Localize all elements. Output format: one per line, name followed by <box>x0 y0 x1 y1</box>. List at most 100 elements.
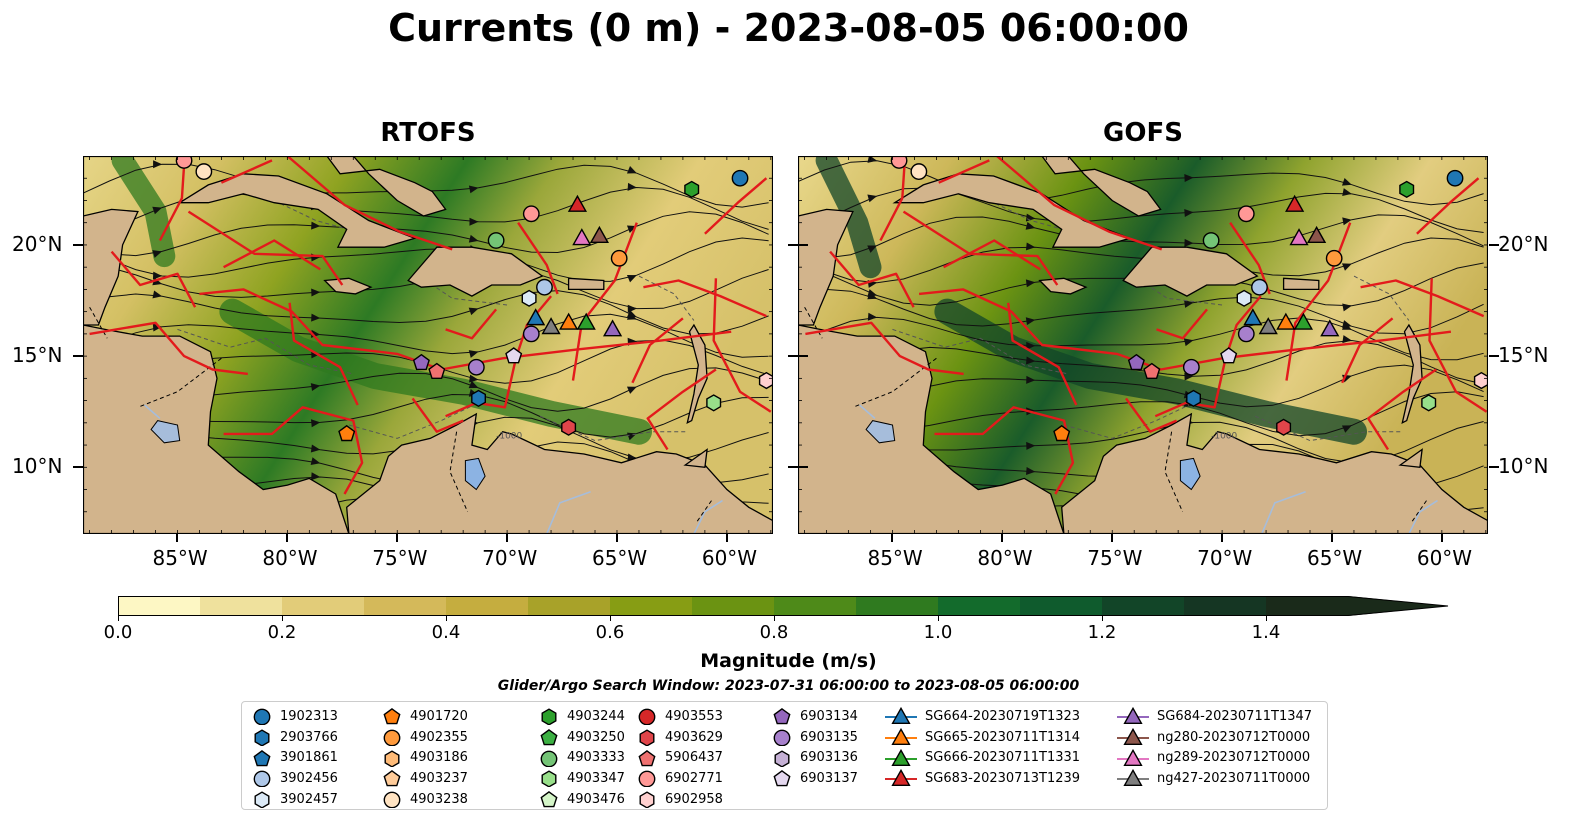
triangle-icon <box>1117 728 1149 746</box>
legend-column: 4903553 4903629 5906437 6902771 6902958 <box>637 706 723 809</box>
colorbar-segment <box>1266 596 1349 616</box>
observation-marker[interactable] <box>1143 362 1161 380</box>
land-south-america <box>1061 412 1488 534</box>
land-lesser-antilles <box>1401 323 1423 424</box>
observation-marker[interactable] <box>890 156 908 169</box>
lon-tick-label: 75°W <box>1087 546 1143 570</box>
observation-marker[interactable] <box>505 347 523 364</box>
observation-marker[interactable] <box>1307 225 1327 244</box>
track-boundary <box>1341 317 1394 384</box>
observation-marker[interactable] <box>1258 317 1278 335</box>
track-boundary <box>1360 279 1485 318</box>
observation-marker[interactable] <box>1243 308 1263 326</box>
legend-item-label: 5906437 <box>665 750 723 766</box>
lake-maracaibo <box>464 457 486 491</box>
land-cuba <box>177 173 417 248</box>
legend-item: 6903137 <box>772 768 858 789</box>
observation-marker[interactable] <box>1182 358 1200 376</box>
river <box>545 491 591 534</box>
observation-marker[interactable] <box>589 225 609 244</box>
legend-column: 4903244 4903250 4903333 4903347 4903476 <box>539 706 625 809</box>
observation-marker[interactable] <box>572 228 592 246</box>
streamline-arrow <box>1342 335 1352 344</box>
observation-marker[interactable] <box>487 232 505 249</box>
observation-marker[interactable] <box>412 353 430 371</box>
observation-marker[interactable] <box>428 362 446 380</box>
colorbar-segment <box>282 596 365 616</box>
observation-marker[interactable] <box>522 205 540 223</box>
observation-marker[interactable] <box>731 169 749 187</box>
lon-tick-label: 80°W <box>262 546 318 570</box>
streamline-arrow <box>626 386 637 394</box>
observation-marker[interactable] <box>758 371 773 390</box>
observation-marker[interactable] <box>522 325 540 343</box>
observation-marker[interactable] <box>1276 418 1292 436</box>
circle-icon <box>638 771 656 788</box>
streamline-arrow <box>1342 303 1352 312</box>
depth-contour <box>348 404 475 439</box>
panel-title-gofs: GOFS <box>1103 118 1183 148</box>
depth-contour <box>1063 404 1190 439</box>
observation-marker[interactable] <box>706 394 722 412</box>
observation-marker[interactable] <box>1293 312 1314 330</box>
hexagon-icon <box>541 708 557 726</box>
observation-marker[interactable] <box>1220 347 1238 364</box>
observation-marker[interactable] <box>536 278 553 296</box>
streamline-arrow <box>1026 375 1036 384</box>
observation-marker[interactable] <box>195 163 213 180</box>
observation-marker[interactable] <box>559 312 579 330</box>
lake-nicaragua <box>150 420 181 444</box>
map-panel-rtofs[interactable]: -1000 <box>83 156 773 534</box>
observation-marker[interactable] <box>541 317 561 335</box>
observation-marker[interactable] <box>1236 289 1252 307</box>
circle-icon <box>383 791 401 809</box>
observation-marker[interactable] <box>1285 194 1305 212</box>
colorbar-segment <box>774 596 857 616</box>
observation-marker[interactable] <box>1237 205 1255 223</box>
land-bahamas <box>326 156 447 217</box>
hexagon-icon <box>639 729 655 747</box>
colorbar-label: Magnitude (m/s) <box>700 650 877 672</box>
observation-marker[interactable] <box>1237 325 1255 343</box>
observation-marker[interactable] <box>1421 394 1437 412</box>
legend-column: 1902313 2903766 3901861 3902456 3902457 <box>252 706 338 809</box>
observation-marker[interactable] <box>1320 319 1340 337</box>
colorbar-segment <box>1020 596 1103 616</box>
legend-column: SG664-20230719T1323 SG665-20230711T1314 SG… <box>885 706 1080 789</box>
observation-marker[interactable] <box>338 424 356 442</box>
observation-marker[interactable] <box>1202 232 1220 249</box>
colorbar-segment <box>1184 596 1267 616</box>
land-trinidad <box>1398 448 1423 469</box>
observation-marker[interactable] <box>602 319 623 337</box>
colorbar-extend <box>1348 596 1448 616</box>
observation-marker[interactable] <box>561 418 577 436</box>
observation-marker[interactable] <box>1289 228 1309 246</box>
map-panel-gofs[interactable]: -1000 <box>798 156 1488 534</box>
observation-marker[interactable] <box>567 194 588 212</box>
observation-marker[interactable] <box>1186 389 1201 408</box>
streamline-arrow <box>311 313 321 322</box>
observation-marker[interactable] <box>175 156 193 169</box>
observation-marker[interactable] <box>1251 278 1268 296</box>
observation-marker[interactable] <box>1446 169 1464 187</box>
observation-marker[interactable] <box>467 358 485 376</box>
colorbar-segment <box>446 596 529 616</box>
observation-marker[interactable] <box>684 180 700 199</box>
legend-item: ng280-20230712T0000 <box>1117 727 1312 748</box>
observation-marker[interactable] <box>610 249 628 267</box>
observation-marker[interactable] <box>1053 424 1071 442</box>
streamline-arrow <box>1184 238 1194 247</box>
observation-marker[interactable] <box>1473 371 1488 390</box>
land-south-america <box>346 412 773 534</box>
colorbar-segment <box>856 596 939 616</box>
observation-marker[interactable] <box>1127 353 1145 371</box>
observation-marker[interactable] <box>576 312 596 330</box>
observation-marker[interactable] <box>1399 180 1415 199</box>
observation-marker[interactable] <box>1276 312 1296 330</box>
observation-marker[interactable] <box>521 289 537 307</box>
streamline-arrow <box>627 304 637 313</box>
observation-marker[interactable] <box>1325 249 1343 267</box>
observation-marker[interactable] <box>471 389 486 408</box>
observation-marker[interactable] <box>526 308 546 326</box>
observation-marker[interactable] <box>910 163 928 180</box>
